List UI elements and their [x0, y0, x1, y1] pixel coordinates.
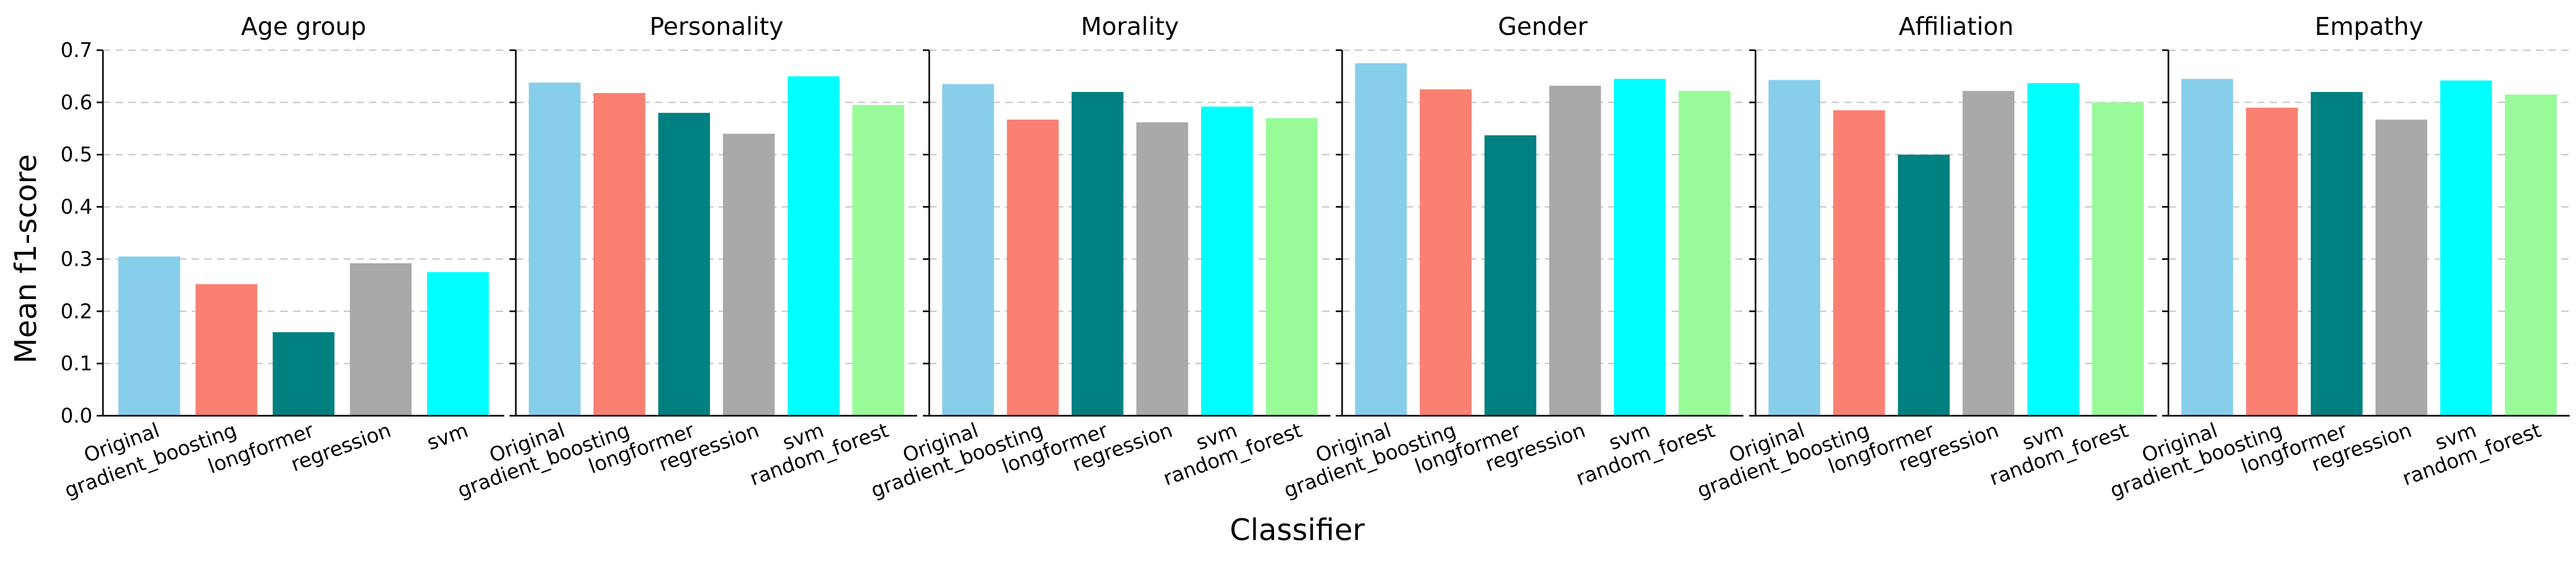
chart-panels: Originalgradient_boostinglongformerregre…: [61, 12, 2570, 502]
bar-gradient-boosting: [2246, 107, 2298, 416]
bar-Original: [942, 84, 994, 416]
chart-panel: Originalgradient_boostinglongformerregre…: [1694, 12, 2157, 502]
y-axis-label: Mean f1-score: [9, 154, 43, 363]
bar-Original: [529, 82, 581, 416]
y-tick-label: 0.1: [61, 352, 92, 375]
bar-svm: [1201, 106, 1253, 416]
bar-regression: [723, 134, 775, 416]
bar-Original: [1355, 63, 1407, 416]
panel-title: Empathy: [2315, 12, 2423, 41]
bar-gradient-boosting: [1007, 119, 1059, 416]
bar-longformer: [658, 113, 710, 416]
bar-random-forest: [852, 105, 904, 416]
chart-panel: Originalgradient_boostinglongformerregre…: [1281, 12, 1743, 502]
bar-random-forest: [2092, 102, 2144, 416]
chart-panel: Originalgradient_boostinglongformerregre…: [61, 12, 504, 502]
y-tick-label: 0.3: [61, 247, 92, 270]
panel-title: Gender: [1498, 12, 1588, 41]
y-tick-label: 0.0: [61, 404, 92, 427]
bar-gradient-boosting: [593, 93, 646, 416]
bar-random-forest: [1266, 118, 1318, 416]
x-axis-label: Classifier: [1230, 513, 1365, 547]
bar-longformer: [1484, 135, 1536, 416]
bar-regression: [350, 263, 412, 416]
bar-longformer: [272, 332, 335, 416]
panel-title: Age group: [241, 12, 366, 41]
y-tick-label: 0.5: [61, 143, 92, 166]
chart-panel: Originalgradient_boostinglongformerregre…: [868, 12, 1331, 502]
bar-regression: [2375, 119, 2428, 416]
bar-longformer: [2310, 92, 2363, 416]
bar-svm: [427, 272, 489, 416]
chart-panel: Originalgradient_boostinglongformerregre…: [455, 12, 917, 502]
y-tick-label: 0.4: [61, 195, 92, 219]
bar-svm: [2027, 83, 2079, 416]
y-tick-label: 0.7: [61, 39, 92, 62]
bar-regression: [1549, 86, 1601, 416]
bar-regression: [1136, 122, 1188, 416]
bar-svm: [1613, 79, 1666, 416]
bar-gradient-boosting: [1833, 110, 1885, 416]
x-tick-label: svm: [424, 418, 471, 454]
bar-regression: [1962, 91, 2015, 416]
panel-title: Morality: [1081, 12, 1179, 41]
bar-random-forest: [1678, 91, 1731, 416]
bar-svm: [787, 76, 839, 416]
panel-title: Personality: [649, 12, 784, 41]
y-tick-label: 0.6: [61, 91, 92, 114]
bar-longformer: [1071, 92, 1124, 416]
bar-random-forest: [2505, 95, 2557, 416]
bar-longformer: [1898, 154, 1950, 416]
panel-title: Affiliation: [1899, 12, 2014, 41]
bar-Original: [1768, 80, 1820, 416]
bar-Original: [118, 256, 181, 416]
bar-gradient-boosting: [1420, 89, 1472, 416]
bar-svm: [2440, 80, 2492, 416]
bar-gradient-boosting: [195, 284, 258, 416]
y-tick-label: 0.2: [61, 300, 92, 323]
bar-Original: [2181, 79, 2233, 416]
chart-panel: Originalgradient_boostinglongformerregre…: [2107, 12, 2570, 502]
